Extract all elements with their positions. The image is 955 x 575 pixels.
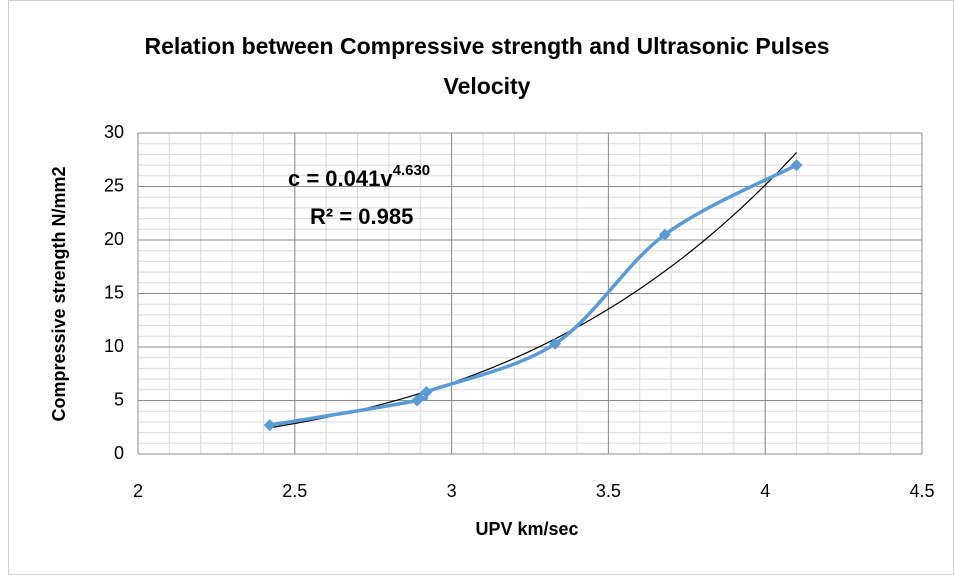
chart-border xyxy=(8,0,954,575)
data-point xyxy=(420,385,433,398)
y-tick-label: 15 xyxy=(104,282,124,302)
data-point xyxy=(263,419,276,432)
chart-title: Relation between Compressive strength an… xyxy=(144,33,830,99)
trendline xyxy=(269,152,797,429)
data-point xyxy=(790,159,803,172)
series-line xyxy=(269,163,798,427)
y-tick-label: 5 xyxy=(114,389,124,409)
equation-exponent: 4.630 xyxy=(393,162,431,179)
x-tick-label: 3.5 xyxy=(596,481,621,501)
data-point xyxy=(549,337,562,350)
x-tick-label: 3 xyxy=(447,481,457,501)
equation-text: c = 0.041v xyxy=(288,166,393,191)
x-axis-label: UPV km/sec xyxy=(475,519,578,539)
y-tick-label: 30 xyxy=(104,122,124,142)
x-tick-label: 2 xyxy=(133,481,143,501)
trend-equation: c = 0.041v4.630 xyxy=(288,162,430,191)
y-tick-label: 10 xyxy=(104,336,124,356)
data-point xyxy=(411,394,424,407)
x-tick-label: 4.5 xyxy=(909,481,934,501)
r-squared: R² = 0.985 xyxy=(310,204,413,229)
data-point xyxy=(658,228,671,241)
grid xyxy=(137,132,923,455)
y-tick-label: 25 xyxy=(104,175,124,195)
y-tick-label: 0 xyxy=(114,443,124,463)
x-tick-label: 4 xyxy=(760,481,770,501)
marks xyxy=(263,152,803,432)
y-tick-label: 20 xyxy=(104,229,124,249)
y-axis-label: Compressive strength N/mm2 xyxy=(49,166,69,421)
x-tick-label: 2.5 xyxy=(282,481,307,501)
